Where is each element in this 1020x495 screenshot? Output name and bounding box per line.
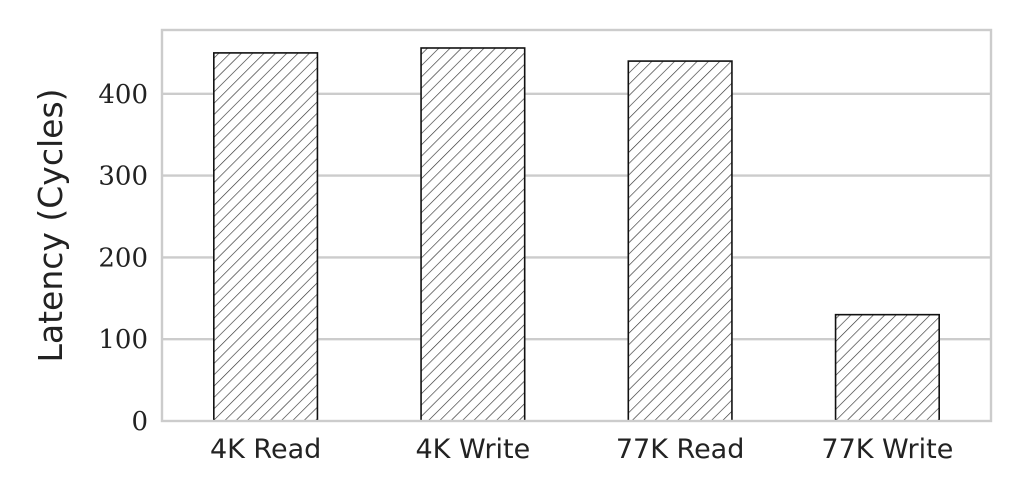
y-tick-label: 400 bbox=[98, 80, 148, 110]
y-tick-label: 300 bbox=[98, 162, 148, 192]
plot-frame bbox=[160, 28, 993, 423]
x-category-label: 77K Read bbox=[616, 434, 745, 465]
x-category-label: 4K Write bbox=[416, 434, 531, 465]
bar-77k-read bbox=[627, 60, 733, 422]
y-tick-label: 200 bbox=[98, 243, 148, 273]
y-tick-label: 100 bbox=[98, 325, 148, 355]
bars bbox=[213, 47, 940, 422]
x-category-labels: 4K Read 4K Write 77K Read 77K Write bbox=[210, 434, 953, 465]
y-axis-title: Latency (Cycles) bbox=[31, 88, 70, 362]
bar-4k-read bbox=[213, 52, 319, 422]
x-category-label: 77K Write bbox=[821, 434, 953, 465]
x-category-label: 4K Read bbox=[210, 434, 321, 465]
bar-4k-write bbox=[420, 47, 526, 422]
y-tick-label: 0 bbox=[131, 407, 148, 437]
bar-77k-write bbox=[834, 313, 940, 422]
y-tick-labels: 0 100 200 300 400 bbox=[98, 80, 148, 437]
